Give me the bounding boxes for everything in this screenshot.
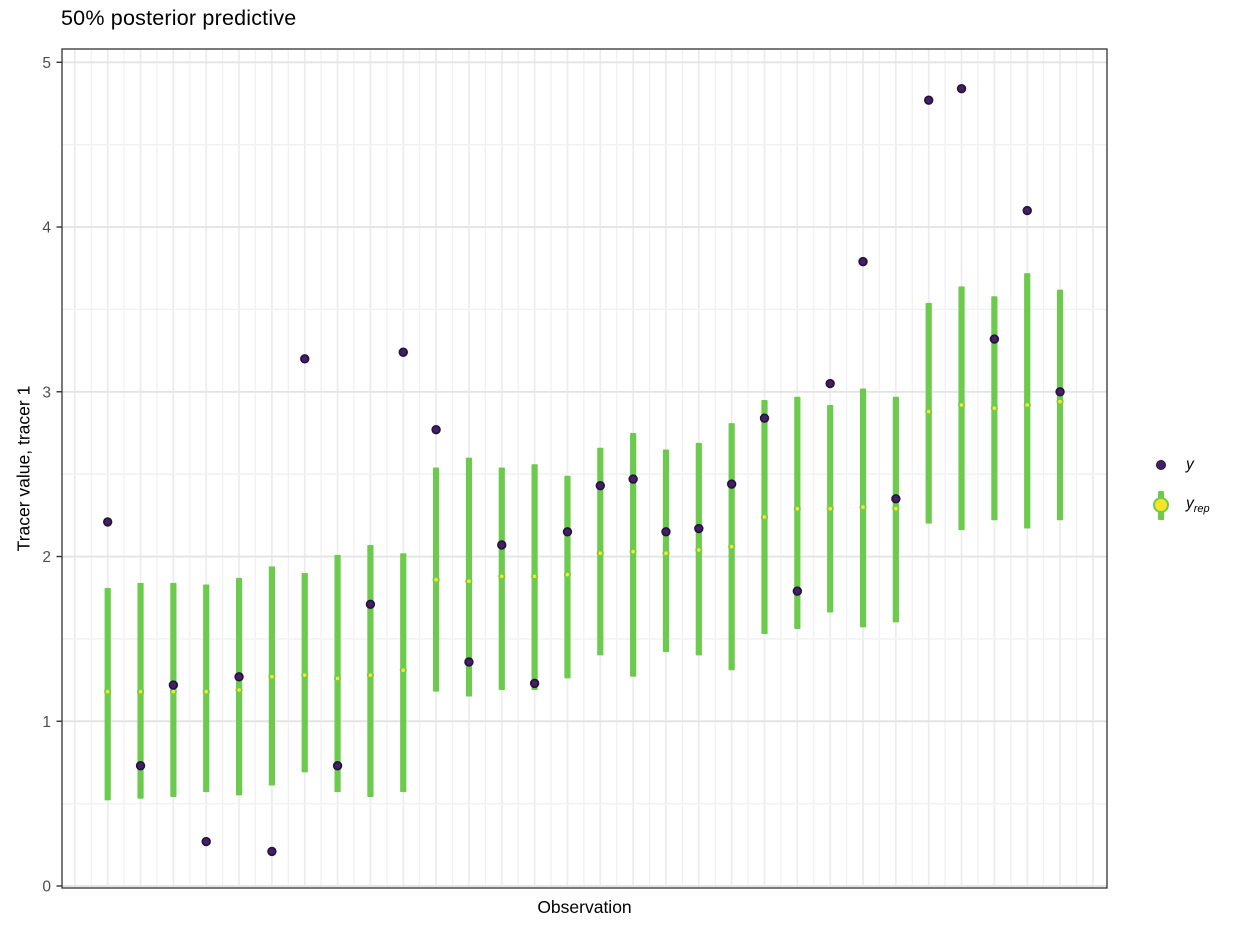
y-point [464,657,474,667]
y-tick-label: 0 [42,879,51,896]
panel-border [61,48,1108,889]
y-point [1055,387,1065,397]
y-tick-label: 2 [42,549,51,566]
legend-item-y: y [1146,448,1210,482]
interval-bar [794,396,801,630]
y-axis: 0 1 2 3 4 5 [42,55,62,896]
median-point [925,407,933,416]
median-point [1023,401,1031,409]
y-tick-label: 5 [42,55,51,72]
y-point [595,480,605,491]
median-point [366,671,374,679]
y-point [956,83,967,94]
median-point [136,688,145,696]
legend-item-yrep: yrep [1146,488,1210,522]
interval-bar [465,457,473,697]
y-point [135,761,146,771]
x-axis-title: Observation [537,897,632,917]
median-point [990,404,998,412]
median-point [399,666,407,674]
y-point [431,424,441,435]
interval-bar [334,554,341,793]
median-point [104,688,112,696]
y-point [694,523,704,534]
median-point [235,686,243,694]
y-point [332,761,343,771]
y-point [661,527,671,537]
median-point [268,673,276,681]
median-point [1056,398,1064,406]
interval-bar [367,544,374,798]
y-point [398,347,408,357]
y-point [529,678,540,689]
y-axis-title: Tracer value, tracer 1 [13,385,34,552]
y-tick-label: 4 [42,220,51,237]
median-point [760,513,769,521]
median-point [728,543,736,551]
y-point-key-icon [1146,448,1176,482]
median-point [531,572,539,580]
y-point [989,334,1000,344]
y-point [891,494,901,504]
median-point [202,688,210,696]
median-point [301,671,309,679]
y-point [759,413,770,423]
median-point [695,546,703,554]
median-point [432,576,440,584]
y-point [562,527,573,537]
y-point [168,680,179,690]
median-point [563,571,572,579]
median-point [662,549,670,557]
y-point [267,846,277,857]
yrep-interval-key-icon [1146,488,1176,522]
median-point [498,572,506,580]
plot-title: 50% posterior predictive [61,6,297,30]
y-point [726,479,737,489]
legend: y yrep [1146,448,1210,522]
median-point [793,505,801,513]
legend-label-y: y [1186,456,1194,473]
y-point [201,836,211,847]
y-points-layer [102,83,1065,857]
legend-label-yrep: yrep [1186,494,1210,516]
y-point [923,95,934,105]
y-point [858,256,868,267]
y-point [825,378,835,389]
yrep-median-layer [104,398,1064,696]
interval-bar [1024,273,1031,529]
y-tick-label: 1 [42,714,51,731]
y-point [1022,205,1032,216]
median-point [892,505,900,513]
x-gridlines [74,49,1094,888]
y-point [102,517,113,527]
y-tick-label: 3 [42,384,51,401]
y-point [497,540,507,550]
median-point [859,503,867,511]
y-point [234,672,244,682]
y-point [365,599,376,609]
median-point [629,548,637,556]
median-point [465,577,473,585]
median-point [596,549,604,557]
y-point [792,586,803,596]
median-point [957,401,966,409]
median-point [334,674,342,682]
y-point [300,354,310,364]
y-point [628,474,638,484]
median-point [826,505,834,513]
